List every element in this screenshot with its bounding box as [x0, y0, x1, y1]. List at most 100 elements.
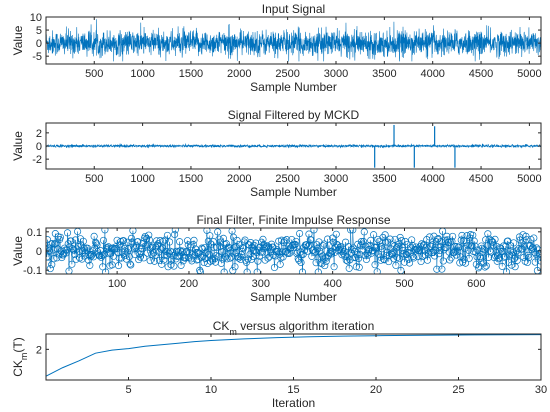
data-point [278, 236, 286, 244]
data-point [531, 258, 539, 266]
data-point [290, 244, 298, 252]
y-tick-label: 10 [30, 12, 42, 24]
x-tick-label: 4000 [420, 68, 444, 80]
x-tick-label: 4500 [469, 173, 493, 185]
data-point [433, 235, 442, 243]
data-point [501, 252, 509, 260]
data-point [285, 242, 293, 250]
data-point [101, 228, 109, 234]
data-point [114, 249, 122, 257]
data-point [470, 237, 478, 245]
data-point [178, 247, 187, 255]
data-point [449, 232, 457, 240]
data-point [197, 253, 205, 261]
data-point [371, 261, 379, 269]
data-point [140, 254, 148, 262]
data-point [473, 253, 481, 261]
data-point [231, 263, 239, 271]
x-tick-label: 400 [323, 278, 341, 290]
data-point [337, 247, 345, 255]
data-point [298, 268, 307, 274]
data-point [149, 242, 157, 250]
data-point [460, 255, 468, 263]
data-point [435, 250, 443, 258]
data-point [168, 248, 176, 256]
data-point [523, 236, 531, 244]
data-point [56, 233, 64, 241]
series-line [46, 334, 541, 377]
data-point [209, 238, 217, 246]
data-point [337, 243, 345, 251]
data-point [223, 255, 231, 263]
x-tick-label: 500 [85, 173, 103, 185]
data-point [530, 248, 539, 256]
data-point [213, 243, 221, 251]
data-point [498, 262, 506, 270]
y-tick-label: 0 [36, 141, 42, 153]
data-point [465, 254, 473, 262]
data-point [512, 253, 520, 261]
x-axis-label: Sample Number [250, 185, 337, 199]
data-point [291, 241, 299, 249]
data-point [217, 259, 225, 267]
data-point [487, 237, 495, 245]
data-point [226, 254, 234, 262]
data-point [285, 249, 294, 257]
x-axis-label: Sample Number [250, 80, 337, 94]
data-point [210, 244, 218, 252]
y-tick-label: 0 [36, 246, 42, 258]
x-tick-label: 3000 [324, 173, 348, 185]
x-tick-label: 3000 [324, 68, 348, 80]
data-point [291, 240, 299, 249]
data-point [168, 256, 176, 264]
data-point [392, 261, 400, 269]
data-point [416, 246, 424, 254]
data-point [525, 254, 533, 262]
chart-title: CKm versus algorithm iteration [213, 319, 375, 337]
data-point [273, 246, 281, 254]
data-point [252, 239, 260, 247]
data-point [376, 253, 384, 261]
data-point [438, 265, 446, 273]
data-point [381, 231, 389, 239]
data-point [321, 262, 329, 270]
data-point [359, 238, 368, 246]
data-point [145, 231, 153, 239]
data-point [64, 229, 72, 237]
data-point [65, 267, 73, 274]
data-point [377, 256, 385, 264]
data-point [431, 252, 439, 260]
data-point [173, 247, 181, 255]
data-point [76, 254, 84, 262]
data-point [330, 263, 338, 271]
data-point [220, 268, 228, 274]
data-point [370, 231, 378, 239]
data-point [292, 237, 300, 245]
data-point [436, 247, 444, 255]
x-tick-label: 500 [395, 278, 413, 290]
chart-title: Input Signal [262, 2, 325, 16]
data-point [158, 260, 166, 268]
data-point [230, 244, 238, 252]
plot-area [46, 228, 541, 274]
data-point [492, 242, 501, 250]
y-tick-label: 0.1 [27, 227, 42, 239]
data-point [317, 250, 325, 258]
data-point [237, 255, 245, 264]
data-point [352, 263, 360, 271]
data-point [157, 245, 165, 253]
data-point [71, 236, 80, 244]
data-point [46, 265, 54, 273]
data-point [360, 228, 368, 236]
x-tick-label: 1000 [130, 68, 154, 80]
data-point [342, 256, 350, 264]
data-point [141, 232, 149, 241]
subplot-2: 500 1000 1500 2000 2500 3000 3500 4000 4500 5000 -… [11, 108, 542, 199]
data-point [99, 236, 108, 244]
data-point [513, 256, 521, 264]
data-point [520, 242, 529, 251]
data-point [408, 236, 416, 244]
data-point [122, 251, 130, 259]
data-point [481, 263, 489, 271]
data-point [279, 253, 287, 261]
